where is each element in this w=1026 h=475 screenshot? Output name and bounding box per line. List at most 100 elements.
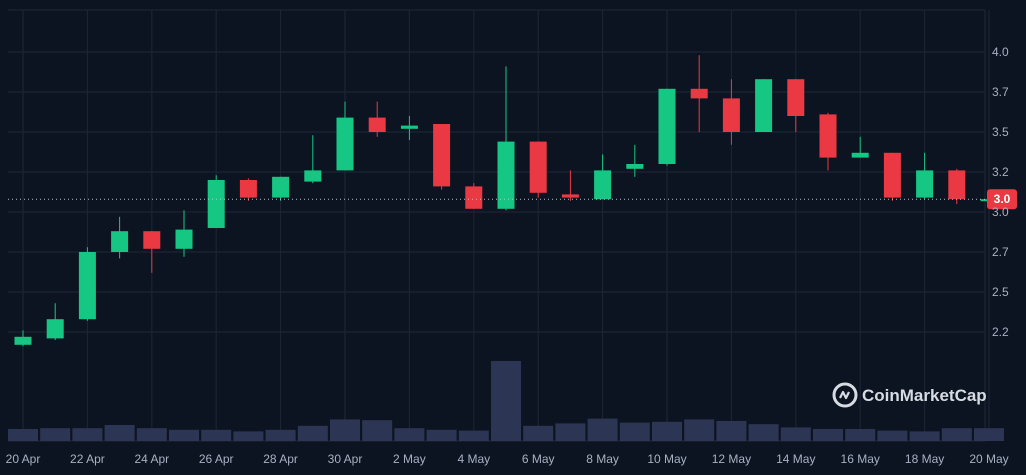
candle-body bbox=[916, 170, 934, 198]
candle[interactable] bbox=[916, 152, 934, 200]
candle-body bbox=[336, 117, 354, 171]
candle[interactable] bbox=[46, 303, 64, 340]
x-tick-label: 20 Apr bbox=[6, 452, 41, 466]
volume-bar bbox=[104, 425, 135, 441]
candle[interactable] bbox=[948, 168, 966, 204]
candle[interactable] bbox=[883, 152, 901, 201]
candle-body bbox=[755, 79, 773, 132]
candle[interactable] bbox=[14, 330, 32, 347]
candlesticks[interactable] bbox=[14, 55, 998, 347]
volume-bar bbox=[491, 361, 521, 441]
candle-body bbox=[883, 152, 901, 198]
candle[interactable] bbox=[175, 210, 193, 257]
candle[interactable] bbox=[433, 124, 451, 190]
candle-body bbox=[239, 180, 257, 198]
candle[interactable] bbox=[497, 66, 515, 211]
candle[interactable] bbox=[368, 101, 386, 137]
x-tick-label: 14 May bbox=[776, 452, 815, 466]
candle-body bbox=[529, 141, 547, 193]
x-tick-label: 2 May bbox=[393, 452, 426, 466]
volume-bar bbox=[877, 430, 908, 441]
candle[interactable] bbox=[658, 88, 676, 166]
x-axis: 20 Apr 22 Apr 24 Apr 26 Apr 28 Apr 30 Apr 2 Ma… bbox=[6, 452, 1009, 466]
y-tick-label: 3.7 bbox=[992, 85, 1009, 99]
candle-body bbox=[111, 231, 129, 252]
candle-body bbox=[368, 117, 386, 132]
volume-bar bbox=[684, 419, 715, 441]
watermark-text: CoinMarketCap bbox=[862, 386, 987, 405]
candle[interactable] bbox=[690, 55, 708, 132]
candle[interactable] bbox=[111, 216, 129, 259]
x-tick-label: 18 May bbox=[905, 452, 944, 466]
volume-bar bbox=[652, 421, 682, 441]
volume-bar bbox=[587, 418, 618, 441]
candle[interactable] bbox=[143, 231, 161, 273]
volume-bar bbox=[40, 428, 71, 441]
volume-bar bbox=[394, 428, 425, 441]
candle[interactable] bbox=[851, 136, 869, 158]
x-tick-label: 24 Apr bbox=[134, 452, 169, 466]
current-price-label: 3.0 bbox=[994, 192, 1011, 206]
current-price-line: 3.0 bbox=[8, 189, 1017, 210]
x-tick-label: 8 May bbox=[586, 452, 619, 466]
volume-bar bbox=[136, 428, 167, 441]
candle[interactable] bbox=[465, 183, 483, 209]
candle[interactable] bbox=[304, 135, 322, 184]
volume-bar bbox=[780, 427, 811, 441]
y-tick-label: 3.2 bbox=[992, 165, 1009, 179]
volume-bar bbox=[813, 429, 843, 441]
volume-bar bbox=[458, 430, 489, 441]
candle-body bbox=[465, 186, 483, 209]
y-tick-label: 2.5 bbox=[992, 285, 1009, 299]
candle-body bbox=[304, 170, 322, 182]
candle[interactable] bbox=[626, 144, 644, 177]
volume-bar bbox=[941, 428, 972, 441]
x-tick-label: 6 May bbox=[522, 452, 555, 466]
watermark: CoinMarketCap bbox=[832, 382, 987, 408]
volume-bar bbox=[233, 431, 264, 441]
x-tick-label: 22 Apr bbox=[70, 452, 105, 466]
coinmarketcap-logo-icon bbox=[832, 382, 858, 408]
y-tick-label: 2.7 bbox=[992, 245, 1009, 259]
candle[interactable] bbox=[78, 247, 96, 321]
candle-body bbox=[722, 98, 740, 132]
candle[interactable] bbox=[207, 175, 225, 228]
candle[interactable] bbox=[594, 154, 612, 200]
y-tick-label: 3.0 bbox=[992, 205, 1009, 219]
candle[interactable] bbox=[239, 178, 257, 201]
candle[interactable] bbox=[722, 79, 740, 145]
x-tick-label: 20 May bbox=[969, 452, 1008, 466]
candle-body bbox=[787, 79, 805, 116]
volume-bar bbox=[330, 419, 360, 441]
volume-bars bbox=[8, 361, 1004, 441]
candle-body bbox=[143, 231, 161, 249]
candle[interactable] bbox=[755, 79, 773, 132]
candle-body bbox=[207, 180, 225, 228]
volume-bar bbox=[169, 429, 199, 441]
volume-bar bbox=[8, 429, 38, 441]
candle[interactable] bbox=[561, 170, 579, 201]
candle-body bbox=[14, 336, 32, 345]
candle-body bbox=[46, 319, 64, 339]
candle-body bbox=[433, 124, 451, 187]
candle[interactable] bbox=[272, 176, 290, 201]
x-tick-label: 4 May bbox=[457, 452, 490, 466]
candle-body bbox=[497, 141, 515, 209]
volume-bar bbox=[201, 429, 232, 441]
candle-body bbox=[594, 170, 612, 200]
candle-body bbox=[272, 176, 290, 198]
candle-body bbox=[690, 88, 708, 99]
candle[interactable] bbox=[336, 101, 354, 171]
volume-bar bbox=[297, 425, 328, 441]
volume-bar bbox=[523, 425, 554, 441]
candle[interactable] bbox=[819, 112, 837, 171]
candle[interactable] bbox=[400, 116, 418, 140]
x-tick-label: 16 May bbox=[841, 452, 880, 466]
candle[interactable] bbox=[529, 141, 547, 198]
candle[interactable] bbox=[787, 79, 805, 132]
volume-bar bbox=[845, 429, 876, 441]
x-tick-label: 10 May bbox=[647, 452, 686, 466]
candle-body bbox=[851, 152, 869, 158]
volume-bar bbox=[265, 429, 296, 441]
